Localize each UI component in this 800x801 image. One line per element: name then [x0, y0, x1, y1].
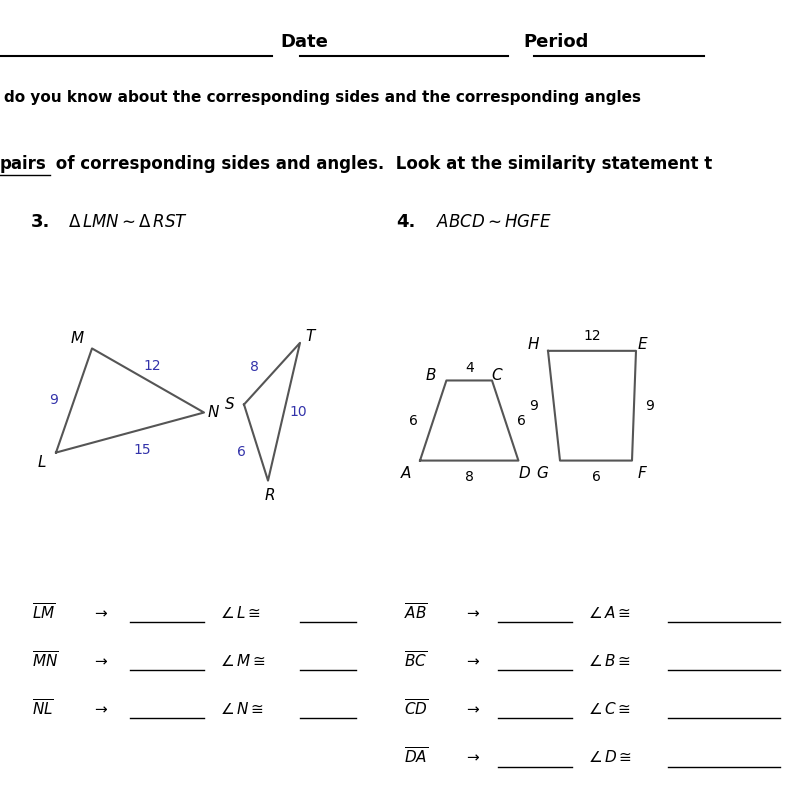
Text: R: R: [264, 488, 275, 502]
Text: $\overline{BC}$: $\overline{BC}$: [404, 650, 427, 671]
Text: E: E: [638, 337, 647, 352]
Text: $\angle\,D\cong$: $\angle\,D\cong$: [588, 749, 632, 765]
Text: 12: 12: [583, 329, 601, 344]
Text: $\rightarrow$: $\rightarrow$: [92, 702, 109, 716]
Text: D: D: [519, 466, 530, 481]
Text: L: L: [38, 455, 46, 469]
Text: 9: 9: [646, 399, 654, 413]
Text: $\angle\,B\cong$: $\angle\,B\cong$: [588, 653, 630, 669]
Text: Period: Period: [523, 34, 589, 51]
Text: $\rightarrow$: $\rightarrow$: [464, 654, 481, 668]
Text: $\angle\,M\cong$: $\angle\,M\cong$: [220, 653, 266, 669]
Text: 10: 10: [290, 405, 307, 419]
Text: $\rightarrow$: $\rightarrow$: [464, 702, 481, 716]
Text: 6: 6: [237, 445, 246, 459]
Text: 15: 15: [133, 443, 151, 457]
Text: pairs: pairs: [0, 155, 46, 173]
Text: $\overline{DA}$: $\overline{DA}$: [404, 747, 428, 767]
Text: 6: 6: [409, 413, 418, 428]
Text: F: F: [638, 466, 646, 481]
Text: T: T: [305, 329, 314, 344]
Text: $\angle\,C\cong$: $\angle\,C\cong$: [588, 701, 631, 717]
Text: 6: 6: [591, 469, 601, 484]
Text: C: C: [491, 368, 502, 383]
Text: 4.: 4.: [396, 213, 415, 231]
Text: $ABCD\sim HGFE$: $ABCD\sim HGFE$: [436, 213, 552, 231]
Text: A: A: [401, 466, 410, 481]
Text: 8: 8: [465, 469, 474, 484]
Text: 6: 6: [517, 413, 526, 428]
Text: $\angle\,A\cong$: $\angle\,A\cong$: [588, 605, 630, 621]
Text: G: G: [537, 466, 548, 481]
Text: of corresponding sides and angles.  Look at the similarity statement t: of corresponding sides and angles. Look …: [50, 155, 712, 173]
Text: $\angle\,L\cong$: $\angle\,L\cong$: [220, 605, 261, 621]
Text: 4: 4: [465, 360, 474, 375]
Text: 8: 8: [250, 360, 259, 374]
Text: $\rightarrow$: $\rightarrow$: [464, 750, 481, 764]
Text: $\overline{AB}$: $\overline{AB}$: [404, 602, 428, 623]
Text: H: H: [528, 337, 539, 352]
Text: $\rightarrow$: $\rightarrow$: [92, 654, 109, 668]
Text: N: N: [208, 405, 219, 420]
Text: $\overline{CD}$: $\overline{CD}$: [404, 698, 428, 719]
Text: $\rightarrow$: $\rightarrow$: [464, 606, 481, 620]
Text: $\rightarrow$: $\rightarrow$: [92, 606, 109, 620]
Text: 3.: 3.: [30, 213, 50, 231]
Text: B: B: [425, 368, 436, 383]
Text: $\overline{NL}$: $\overline{NL}$: [32, 698, 54, 719]
Text: M: M: [71, 332, 84, 346]
Text: $\overline{MN}$: $\overline{MN}$: [32, 650, 58, 671]
Text: $\overline{LM}$: $\overline{LM}$: [32, 602, 56, 623]
Text: S: S: [225, 397, 234, 412]
Text: do you know about the corresponding sides and the corresponding angles: do you know about the corresponding side…: [4, 91, 641, 105]
Text: 9: 9: [530, 399, 538, 413]
Text: $\Delta\,LMN\sim\Delta\,RST$: $\Delta\,LMN\sim\Delta\,RST$: [68, 213, 188, 231]
Text: $\angle\,N\cong$: $\angle\,N\cong$: [220, 701, 264, 717]
Text: 12: 12: [143, 359, 161, 373]
Text: 9: 9: [50, 393, 58, 408]
Text: Date: Date: [280, 34, 328, 51]
